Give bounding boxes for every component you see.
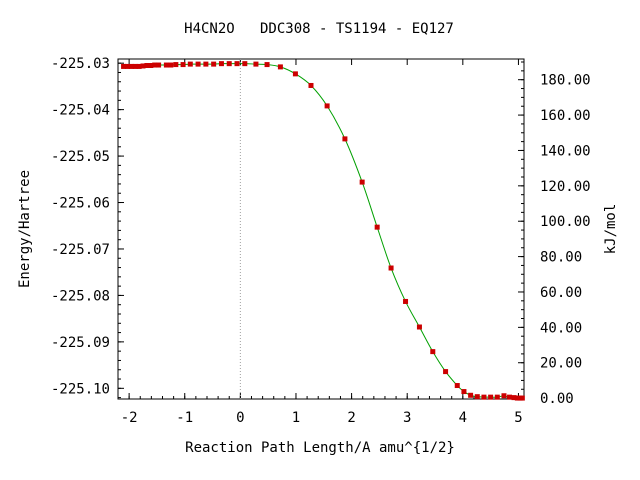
data-point [180, 62, 186, 68]
data-point [308, 82, 314, 88]
data-point [156, 62, 162, 68]
data-point [514, 395, 520, 401]
data-point [195, 61, 201, 67]
data-point [187, 61, 193, 67]
data-point [152, 62, 158, 68]
energy-curve-line [123, 63, 523, 399]
data-point [168, 62, 174, 68]
y2-tick-label: 60.00 [540, 285, 582, 301]
data-point [511, 395, 517, 401]
y-tick-label: -225.06 [51, 196, 110, 212]
x-tick-label: -1 [176, 410, 193, 426]
data-point [203, 61, 209, 67]
y2-tick-label: 100.00 [540, 214, 591, 230]
data-point [443, 369, 449, 375]
data-point [124, 63, 130, 69]
y2-tick-label: 20.00 [540, 356, 582, 372]
data-point [501, 393, 507, 399]
y2-tick-label: 120.00 [540, 179, 591, 195]
x-axis-label: Reaction Path Length/A amu^{1/2} [185, 440, 455, 456]
x-tick-label: 2 [347, 410, 355, 426]
data-point [494, 394, 500, 400]
data-point [140, 63, 146, 69]
data-point [292, 71, 298, 77]
data-point [264, 62, 270, 68]
data-point [388, 265, 394, 271]
data-point [507, 394, 513, 400]
data-point [474, 394, 480, 400]
plot-frame [117, 58, 525, 400]
data-point [163, 62, 169, 68]
energy-points [121, 61, 525, 401]
y2-tick-label: 0.00 [540, 391, 574, 407]
x-tick-label: 3 [403, 410, 411, 426]
x-tick-label: -2 [121, 410, 138, 426]
data-point [468, 392, 474, 398]
data-point [148, 63, 154, 69]
data-point [488, 394, 494, 400]
chart-title: H4CN2O DDC308 - TS1194 - EQ127 [184, 21, 454, 37]
data-point [132, 63, 138, 69]
y2-axis-label: kJ/mol [603, 204, 619, 255]
y-tick-label: -225.07 [51, 242, 110, 258]
y2-tick-label: 40.00 [540, 320, 582, 336]
data-point [144, 63, 150, 69]
x-tick-label: 4 [459, 410, 467, 426]
data-point [136, 63, 142, 69]
data-point [277, 64, 283, 70]
data-point [481, 394, 487, 400]
y-axis-label: Energy/Hartree [17, 170, 33, 288]
y-tick-label: -225.05 [51, 149, 110, 165]
data-point [403, 298, 409, 304]
data-point [121, 63, 127, 69]
data-point [454, 383, 460, 389]
data-point [242, 61, 248, 67]
x-tick-label: 5 [514, 410, 522, 426]
data-point [128, 63, 134, 69]
y-tick-label: -225.04 [51, 103, 110, 119]
data-point [416, 324, 422, 330]
data-point [253, 61, 259, 67]
data-point [234, 61, 240, 67]
x-tick-label: 1 [292, 410, 300, 426]
data-point [374, 224, 380, 230]
data-point [342, 136, 348, 142]
data-point [430, 349, 436, 355]
x-axis-ticks: -2 -1 0 1 2 3 4 5 [121, 59, 523, 426]
data-point [359, 179, 365, 185]
x-tick-label: 0 [236, 410, 244, 426]
data-point [173, 62, 179, 68]
y2-tick-label: 180.00 [540, 73, 591, 89]
y2-tick-label: 160.00 [540, 108, 591, 124]
y2-axis-ticks: 0.00 20.00 40.00 60.00 80.00 100.00 120.00 140.… [518, 61, 591, 407]
data-point [519, 395, 525, 401]
data-point [226, 61, 232, 67]
y-axis-ticks: -225.03 -225.04 -225.05 -225.06 -225.07 -225.… [51, 56, 124, 399]
y-tick-label: -225.03 [51, 56, 110, 72]
data-point [461, 389, 467, 395]
y2-tick-label: 140.00 [540, 143, 591, 159]
data-point [211, 61, 217, 67]
y2-tick-label: 80.00 [540, 250, 582, 266]
y-tick-label: -225.09 [51, 335, 110, 351]
y-tick-label: -225.08 [51, 288, 110, 304]
y-tick-label: -225.10 [51, 381, 110, 397]
data-point [324, 103, 330, 109]
data-point [218, 61, 224, 67]
